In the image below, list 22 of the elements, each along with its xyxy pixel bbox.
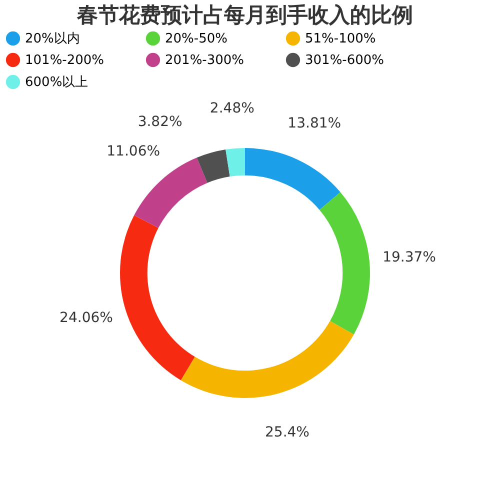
donut-slice bbox=[134, 158, 208, 228]
data-label: 11.06% bbox=[106, 144, 160, 160]
donut-slice bbox=[245, 148, 340, 210]
data-label: 19.37% bbox=[382, 249, 436, 266]
legend-label: 301%-600% bbox=[305, 53, 384, 68]
legend-label: 201%-300% bbox=[165, 53, 244, 68]
data-label: 3.82% bbox=[138, 114, 182, 130]
legend-label: 20%以内 bbox=[25, 31, 80, 46]
legend-label: 20%-50% bbox=[165, 31, 228, 46]
donut-slice bbox=[196, 150, 230, 183]
data-label: 13.81% bbox=[288, 115, 342, 132]
chart-title: 春节花费预计占每月到手收入的比例 bbox=[76, 3, 413, 27]
data-label: 24.06% bbox=[60, 310, 113, 326]
data-label: 25.4% bbox=[264, 424, 310, 440]
legend-label: 101%-200% bbox=[25, 53, 104, 68]
legend-label: 51%-100% bbox=[305, 31, 376, 46]
data-label: 2.48% bbox=[210, 100, 254, 116]
donut-slice bbox=[319, 192, 370, 334]
legend-label: 600%以上 bbox=[25, 75, 88, 90]
donut-slice bbox=[120, 215, 195, 380]
donut-slice bbox=[180, 321, 354, 398]
donut-slice bbox=[226, 148, 245, 177]
